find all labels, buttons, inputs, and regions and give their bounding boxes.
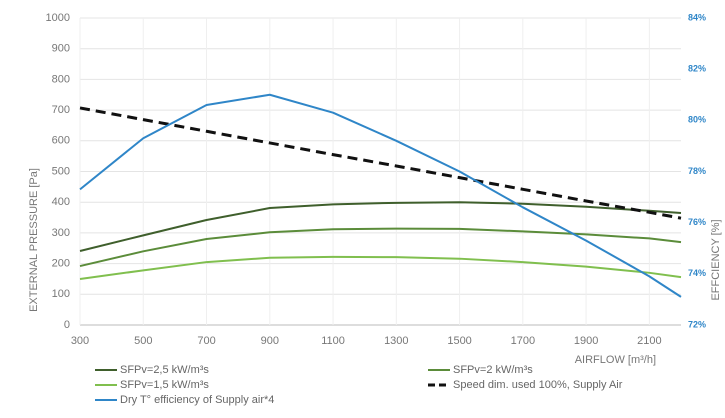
y2-tick-label: 80% (688, 115, 706, 125)
y-tick-label: 500 (52, 165, 70, 177)
legend-label: SFPv=1,5 kW/m³s (120, 379, 209, 391)
series-line (79, 106, 682, 220)
series-line (79, 201, 682, 252)
legend-label: Dry T° efficiency of Supply air*4 (120, 394, 274, 406)
y2-tick-label: 84% (688, 12, 706, 22)
y-tick-label: 0 (64, 319, 70, 331)
y2-tick-label: 72% (688, 319, 706, 329)
x-tick-label: 700 (197, 335, 215, 347)
series-line (79, 93, 682, 298)
x-tick-label: 300 (71, 335, 89, 347)
y-tick-label: 900 (52, 43, 70, 55)
legend-label: Speed dim. used 100%, Supply Air (453, 379, 623, 391)
y-tick-label: 600 (52, 135, 70, 147)
x-tick-label: 2100 (637, 335, 661, 347)
series-line (79, 227, 682, 268)
legend-label: SFPv=2 kW/m³s (453, 364, 533, 376)
y-tick-label: 700 (52, 104, 70, 116)
x-tick-label: 1300 (384, 335, 408, 347)
x-tick-label: 1700 (511, 335, 535, 347)
y2-axis-label: EFFCIENCY [%] (710, 219, 722, 300)
series-line (79, 255, 682, 280)
y-tick-label: 400 (52, 196, 70, 208)
y-tick-label: 300 (52, 227, 70, 239)
y2-tick-label: 74% (688, 268, 706, 278)
y2-tick-label: 82% (688, 64, 706, 74)
x-tick-label: 1500 (447, 335, 471, 347)
x-axis-label: AIRFLOW [m³/h] (575, 354, 656, 366)
y2-tick-label: 78% (688, 166, 706, 176)
x-tick-label: 900 (261, 335, 279, 347)
y-tick-label: 800 (52, 73, 70, 85)
x-tick-label: 500 (134, 335, 152, 347)
legend-label: SFPv=2,5 kW/m³s (120, 364, 209, 376)
x-tick-label: 1900 (574, 335, 598, 347)
y-tick-label: 200 (52, 258, 70, 270)
y-axis-label: EXTERNAL PRESSURE [Pa] (28, 168, 40, 312)
y2-tick-label: 76% (688, 217, 706, 227)
y-tick-label: 100 (52, 288, 70, 300)
y-tick-label: 1000 (46, 12, 70, 24)
x-tick-label: 1100 (321, 335, 345, 347)
